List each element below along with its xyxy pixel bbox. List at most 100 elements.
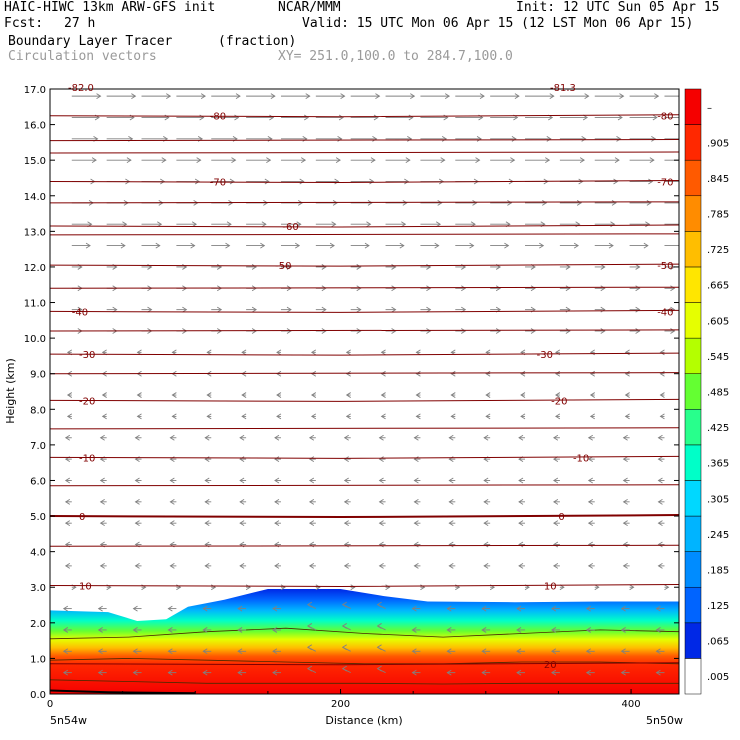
vector-arrowhead xyxy=(161,157,167,164)
vector-arrowhead xyxy=(620,605,626,612)
colorbar-label: .845 xyxy=(707,174,729,185)
temperature-contour-line xyxy=(50,398,679,402)
vector-arrowhead xyxy=(391,328,397,334)
vector-arrowhead xyxy=(315,584,321,591)
vector-arrowhead xyxy=(101,413,107,420)
vector-arrowhead xyxy=(169,477,175,484)
vector-arrowhead xyxy=(622,456,628,462)
y-tick-label: 8.0 xyxy=(30,405,46,416)
vector-arrowhead xyxy=(62,669,69,676)
vector-arrowhead xyxy=(97,648,103,655)
vector-arrowhead xyxy=(635,264,641,270)
vector-arrowhead xyxy=(485,392,491,398)
vector-arrowhead xyxy=(551,627,557,633)
vector-arrowhead xyxy=(450,392,456,398)
vector-arrowhead xyxy=(542,200,548,206)
vector-arrowhead xyxy=(546,135,552,142)
vector-arrowhead xyxy=(401,221,407,228)
vector-arrowhead xyxy=(167,669,173,676)
vector-arrowhead xyxy=(101,392,107,398)
vector-arrowhead xyxy=(608,242,614,249)
plot-frame xyxy=(49,88,680,695)
vector-arrowhead xyxy=(251,306,257,313)
colorbar-label: .905 xyxy=(707,138,729,149)
vector-arrowhead xyxy=(613,178,619,185)
vector-arrowhead xyxy=(274,477,280,484)
vector-arrowhead xyxy=(376,623,382,629)
y-tick-label: 3.0 xyxy=(30,583,46,594)
temperature-contour-line xyxy=(50,484,679,487)
vector-arrowhead xyxy=(616,135,622,142)
vector-arrowhead xyxy=(274,456,280,462)
temperature-contour-line xyxy=(50,583,679,587)
vector-arrowhead xyxy=(306,644,313,651)
x-end-location: 5n50w xyxy=(646,714,683,727)
vector-arrowhead xyxy=(345,349,351,356)
vector-arrowhead xyxy=(483,520,489,527)
vector-arrowhead xyxy=(657,434,663,441)
x-tick-label: 200 xyxy=(331,699,350,710)
vector-arrowhead xyxy=(241,413,247,420)
vector-arrowhead xyxy=(131,93,137,99)
vector-arrowhead xyxy=(391,285,397,292)
temperature-contour-label: -40 xyxy=(72,307,88,318)
vector-arrowhead xyxy=(483,498,489,505)
vector-arrowhead xyxy=(345,392,351,398)
vector-arrowhead xyxy=(657,456,663,462)
vector-arrowhead xyxy=(167,627,173,633)
colorbar-label: .605 xyxy=(707,316,729,327)
model-title: HAIC-HIWC 13km ARW-GFS init xyxy=(4,0,216,15)
vector-arrowhead xyxy=(622,520,628,527)
corner-label-left: -82.0 xyxy=(68,83,94,94)
vector-arrowhead xyxy=(657,520,663,527)
y-tick-label: 7.0 xyxy=(30,441,46,452)
vector-arrowhead xyxy=(64,434,71,441)
vector-arrowhead xyxy=(585,648,591,655)
vector-arrowhead xyxy=(280,584,286,591)
vector-arrowhead xyxy=(415,392,421,398)
vector-arrowhead xyxy=(670,328,676,334)
vector-arrowhead xyxy=(306,623,313,629)
vector-arrowhead xyxy=(62,627,69,633)
vector-arrowhead xyxy=(655,627,661,633)
vector-arrowhead xyxy=(274,520,280,527)
colorbar-label: .365 xyxy=(707,459,729,470)
vector-arrowhead xyxy=(306,601,313,608)
vector-arrowhead xyxy=(126,157,132,164)
vector-arrowhead xyxy=(622,563,628,569)
colorbar-swatch xyxy=(684,515,702,552)
vector-arrowhead xyxy=(171,392,177,398)
vector-arrowhead xyxy=(635,306,641,313)
vector-arrowhead xyxy=(649,157,655,164)
colorbar-swatch xyxy=(684,231,702,268)
vector-arrowhead xyxy=(659,349,665,356)
temperature-contour-line xyxy=(50,514,679,519)
vector-arrowhead xyxy=(635,285,641,292)
temperature-contour-label: -80 xyxy=(210,112,226,123)
x-axis-label: Distance (km) xyxy=(325,714,402,727)
tracer-inner-contour xyxy=(50,657,679,665)
vector-arrowhead xyxy=(300,157,307,164)
vector-arrowhead xyxy=(239,456,245,462)
vector-arrowhead xyxy=(657,541,663,548)
vector-arrowhead xyxy=(132,669,138,676)
vector-arrowhead xyxy=(270,93,276,99)
vector-arrowhead xyxy=(472,200,478,206)
vector-arrowhead xyxy=(134,434,140,441)
y-tick-label: 11.0 xyxy=(24,299,46,310)
tracer-inner-contour xyxy=(50,627,679,640)
vector-arrowhead xyxy=(520,392,526,398)
vector-arrowhead xyxy=(530,328,536,334)
y-tick-label: 5.0 xyxy=(30,512,46,523)
vector-arrowhead xyxy=(237,648,243,655)
vector-arrowhead xyxy=(413,520,419,527)
temperature-contour-label: -60 xyxy=(282,222,298,233)
vector-arrowhead xyxy=(310,392,317,398)
vector-arrowhead xyxy=(308,563,315,569)
vector-arrowhead xyxy=(329,242,335,249)
vector-arrowhead xyxy=(520,370,526,377)
vector-arrowhead xyxy=(272,669,278,676)
vector-arrowhead xyxy=(483,541,489,548)
vector-arrowhead xyxy=(440,157,446,164)
